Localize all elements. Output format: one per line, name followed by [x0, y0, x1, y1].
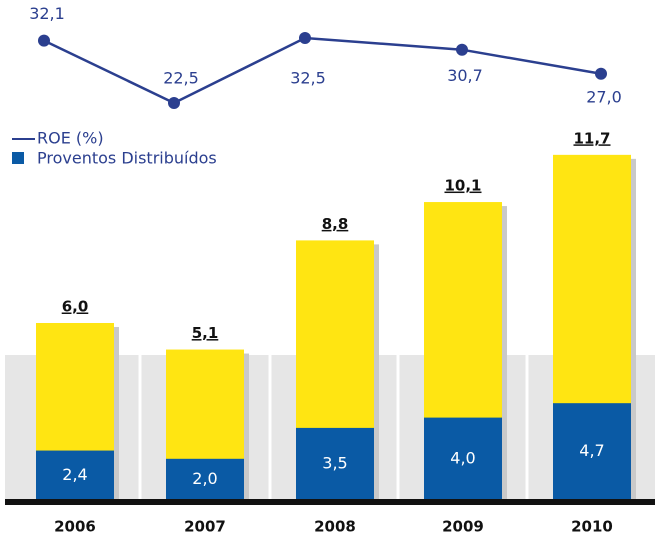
x-tick-label: 2010 [571, 518, 613, 536]
segment-label: 4,0 [450, 448, 475, 467]
point-label: 30,7 [447, 66, 483, 85]
point [168, 97, 180, 109]
total-label: 10,1 [444, 177, 481, 195]
point [595, 67, 607, 80]
x-tick-label: 2008 [314, 518, 356, 536]
total-label: 6,0 [62, 298, 89, 316]
segment-label: 2,4 [62, 465, 87, 484]
bar-segment [166, 458, 244, 500]
point-label: 27,0 [586, 87, 622, 106]
total-label: 5,1 [192, 324, 219, 342]
point-label: 32,1 [29, 4, 65, 23]
segment-label: 2,0 [192, 469, 217, 488]
segment-label: 3,5 [322, 453, 347, 472]
bar-segment [296, 427, 374, 500]
legend-label: Proventos Distribuídos [37, 149, 217, 168]
total-label: 11,7 [573, 129, 610, 147]
total-label: 8,8 [322, 215, 349, 233]
point [456, 43, 468, 56]
bar-segment [36, 450, 114, 500]
x-tick-label: 2007 [184, 518, 226, 536]
legend-swatch [12, 152, 24, 164]
baseline [5, 499, 655, 505]
x-tick-label: 2006 [54, 518, 96, 536]
bar-segment [553, 403, 631, 500]
point-label: 22,5 [163, 69, 199, 88]
legend-label: ROE (%) [37, 129, 104, 148]
point [38, 34, 50, 47]
bar-segment [424, 417, 502, 500]
x-tick-label: 2009 [442, 518, 484, 536]
point [299, 32, 311, 44]
segment-label: 4,7 [579, 441, 604, 460]
point-label: 32,5 [290, 69, 326, 88]
